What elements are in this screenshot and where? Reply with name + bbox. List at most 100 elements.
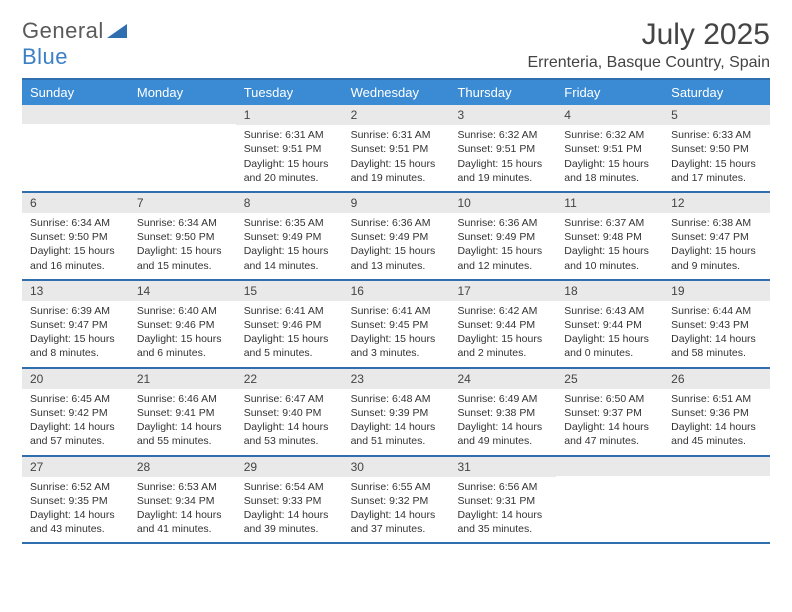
sunset-line: Sunset: 9:42 PM [30,406,121,420]
day-number [663,457,770,476]
sunset-line: Sunset: 9:46 PM [137,318,228,332]
sunrise-line: Sunrise: 6:44 AM [671,304,762,318]
day-cell: 14Sunrise: 6:40 AMSunset: 9:46 PMDayligh… [129,281,236,367]
page-title: July 2025 [528,18,771,52]
day-number: 12 [663,193,770,213]
day-cell: 30Sunrise: 6:55 AMSunset: 9:32 PMDayligh… [343,457,450,543]
day-body: Sunrise: 6:41 AMSunset: 9:45 PMDaylight:… [343,301,450,367]
day-cell: 9Sunrise: 6:36 AMSunset: 9:49 PMDaylight… [343,193,450,279]
day-number: 29 [236,457,343,477]
day-body: Sunrise: 6:45 AMSunset: 9:42 PMDaylight:… [22,389,129,455]
sunrise-line: Sunrise: 6:36 AM [351,216,442,230]
day-cell: 28Sunrise: 6:53 AMSunset: 9:34 PMDayligh… [129,457,236,543]
weekday-header: Tuesday [236,80,343,105]
daylight-line: Daylight: 14 hours and 49 minutes. [457,420,548,448]
daylight-line: Daylight: 14 hours and 45 minutes. [671,420,762,448]
day-number: 13 [22,281,129,301]
day-cell [663,457,770,543]
week-row: 1Sunrise: 6:31 AMSunset: 9:51 PMDaylight… [22,105,770,193]
day-number: 27 [22,457,129,477]
sunrise-line: Sunrise: 6:38 AM [671,216,762,230]
sunset-line: Sunset: 9:31 PM [457,494,548,508]
day-body: Sunrise: 6:40 AMSunset: 9:46 PMDaylight:… [129,301,236,367]
sunset-line: Sunset: 9:39 PM [351,406,442,420]
daylight-line: Daylight: 14 hours and 47 minutes. [564,420,655,448]
sunrise-line: Sunrise: 6:47 AM [244,392,335,406]
weekday-header: Wednesday [343,80,450,105]
sunset-line: Sunset: 9:51 PM [244,142,335,156]
daylight-line: Daylight: 14 hours and 57 minutes. [30,420,121,448]
day-cell: 23Sunrise: 6:48 AMSunset: 9:39 PMDayligh… [343,369,450,455]
day-number: 9 [343,193,450,213]
day-cell: 25Sunrise: 6:50 AMSunset: 9:37 PMDayligh… [556,369,663,455]
day-number: 10 [449,193,556,213]
sunset-line: Sunset: 9:51 PM [351,142,442,156]
sunset-line: Sunset: 9:35 PM [30,494,121,508]
day-cell: 26Sunrise: 6:51 AMSunset: 9:36 PMDayligh… [663,369,770,455]
day-number: 2 [343,105,450,125]
brand-part1: General [22,18,104,43]
day-number: 28 [129,457,236,477]
sunset-line: Sunset: 9:51 PM [457,142,548,156]
sunset-line: Sunset: 9:50 PM [671,142,762,156]
weekday-header: Sunday [22,80,129,105]
sunset-line: Sunset: 9:38 PM [457,406,548,420]
daylight-line: Daylight: 15 hours and 12 minutes. [457,244,548,272]
day-body: Sunrise: 6:46 AMSunset: 9:41 PMDaylight:… [129,389,236,455]
week-row: 6Sunrise: 6:34 AMSunset: 9:50 PMDaylight… [22,193,770,281]
day-body: Sunrise: 6:44 AMSunset: 9:43 PMDaylight:… [663,301,770,367]
day-body: Sunrise: 6:39 AMSunset: 9:47 PMDaylight:… [22,301,129,367]
sunset-line: Sunset: 9:45 PM [351,318,442,332]
daylight-line: Daylight: 15 hours and 13 minutes. [351,244,442,272]
day-body: Sunrise: 6:33 AMSunset: 9:50 PMDaylight:… [663,125,770,191]
day-number: 3 [449,105,556,125]
day-body: Sunrise: 6:34 AMSunset: 9:50 PMDaylight:… [22,213,129,279]
daylight-line: Daylight: 15 hours and 15 minutes. [137,244,228,272]
daylight-line: Daylight: 14 hours and 53 minutes. [244,420,335,448]
daylight-line: Daylight: 15 hours and 19 minutes. [457,157,548,185]
day-body: Sunrise: 6:38 AMSunset: 9:47 PMDaylight:… [663,213,770,279]
day-body: Sunrise: 6:51 AMSunset: 9:36 PMDaylight:… [663,389,770,455]
sunrise-line: Sunrise: 6:52 AM [30,480,121,494]
sunset-line: Sunset: 9:46 PM [244,318,335,332]
brand-part2: Blue [22,44,68,69]
sunrise-line: Sunrise: 6:33 AM [671,128,762,142]
day-body: Sunrise: 6:56 AMSunset: 9:31 PMDaylight:… [449,477,556,543]
day-cell: 12Sunrise: 6:38 AMSunset: 9:47 PMDayligh… [663,193,770,279]
daylight-line: Daylight: 14 hours and 55 minutes. [137,420,228,448]
day-cell: 31Sunrise: 6:56 AMSunset: 9:31 PMDayligh… [449,457,556,543]
brand-text: General Blue [22,18,127,70]
sunset-line: Sunset: 9:47 PM [671,230,762,244]
day-number: 5 [663,105,770,125]
day-cell: 13Sunrise: 6:39 AMSunset: 9:47 PMDayligh… [22,281,129,367]
weekday-header-row: SundayMondayTuesdayWednesdayThursdayFrid… [22,80,770,105]
daylight-line: Daylight: 15 hours and 19 minutes. [351,157,442,185]
day-cell: 17Sunrise: 6:42 AMSunset: 9:44 PMDayligh… [449,281,556,367]
day-number: 11 [556,193,663,213]
sunrise-line: Sunrise: 6:41 AM [244,304,335,318]
day-body: Sunrise: 6:36 AMSunset: 9:49 PMDaylight:… [343,213,450,279]
day-body: Sunrise: 6:37 AMSunset: 9:48 PMDaylight:… [556,213,663,279]
week-row: 27Sunrise: 6:52 AMSunset: 9:35 PMDayligh… [22,457,770,545]
day-cell: 10Sunrise: 6:36 AMSunset: 9:49 PMDayligh… [449,193,556,279]
day-number: 20 [22,369,129,389]
day-number: 26 [663,369,770,389]
day-number [22,105,129,124]
sunrise-line: Sunrise: 6:42 AM [457,304,548,318]
day-body: Sunrise: 6:31 AMSunset: 9:51 PMDaylight:… [343,125,450,191]
day-number: 14 [129,281,236,301]
day-cell: 11Sunrise: 6:37 AMSunset: 9:48 PMDayligh… [556,193,663,279]
day-body: Sunrise: 6:49 AMSunset: 9:38 PMDaylight:… [449,389,556,455]
day-body: Sunrise: 6:50 AMSunset: 9:37 PMDaylight:… [556,389,663,455]
sunset-line: Sunset: 9:33 PM [244,494,335,508]
day-number: 22 [236,369,343,389]
day-cell: 24Sunrise: 6:49 AMSunset: 9:38 PMDayligh… [449,369,556,455]
sunset-line: Sunset: 9:50 PM [137,230,228,244]
sunrise-line: Sunrise: 6:41 AM [351,304,442,318]
sunset-line: Sunset: 9:44 PM [564,318,655,332]
day-number: 24 [449,369,556,389]
day-cell: 5Sunrise: 6:33 AMSunset: 9:50 PMDaylight… [663,105,770,191]
sunrise-line: Sunrise: 6:51 AM [671,392,762,406]
day-cell [22,105,129,191]
day-cell: 22Sunrise: 6:47 AMSunset: 9:40 PMDayligh… [236,369,343,455]
